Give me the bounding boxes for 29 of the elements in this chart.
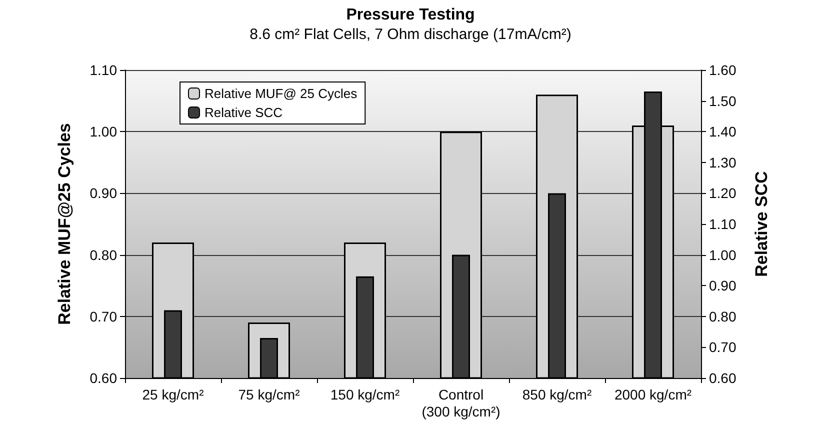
chart-title: Pressure Testing xyxy=(346,6,475,24)
y-tick-label: 0.70 xyxy=(90,308,118,324)
x-tick-label: 150 kg/cm² xyxy=(330,386,400,402)
x-tick-label: 75 kg/cm² xyxy=(238,386,300,402)
y2-tick-label: 1.20 xyxy=(709,185,736,202)
x-tick-label: Control (300 kg/cm²) xyxy=(422,386,500,420)
x-tick-label: 850 kg/cm² xyxy=(522,386,592,402)
y-tick-label: 1.10 xyxy=(90,62,118,78)
y-tick-label: 0.90 xyxy=(90,185,118,202)
y2-tick-label: 0.90 xyxy=(709,278,736,294)
y2-tick-label: 1.00 xyxy=(709,246,736,263)
y2-tick-label: 1.30 xyxy=(709,154,736,170)
y2-tick-label: 0.70 xyxy=(709,339,736,356)
x-tick-label: 25 kg/cm² xyxy=(142,386,204,402)
y2-axis-title: Relative SCC xyxy=(752,171,771,277)
y2-tick-label: 1.40 xyxy=(709,124,736,140)
chart-subtitle: 8.6 cm² Flat Cells, 7 Ohm discharge (17mA/cm²) xyxy=(250,26,572,43)
y2-tick-label: 1.10 xyxy=(709,216,736,232)
y-tick-label: 0.80 xyxy=(90,246,118,263)
y2-tick-label: 0.60 xyxy=(709,370,736,386)
y2-tick-label: 1.60 xyxy=(709,62,736,78)
x-tick-label: 2000 kg/cm² xyxy=(614,386,692,402)
y-tick-label: 1.00 xyxy=(90,124,118,140)
y-axis-title: Relative MUF@25 Cycles xyxy=(55,123,74,325)
legend-label: Relative MUF@ 25 Cycles xyxy=(204,86,358,101)
y2-tick-label: 0.80 xyxy=(709,308,736,324)
y2-tick-label: 1.50 xyxy=(709,92,736,109)
legend-label: Relative SCC xyxy=(204,105,283,120)
y-tick-label: 0.60 xyxy=(90,370,118,386)
